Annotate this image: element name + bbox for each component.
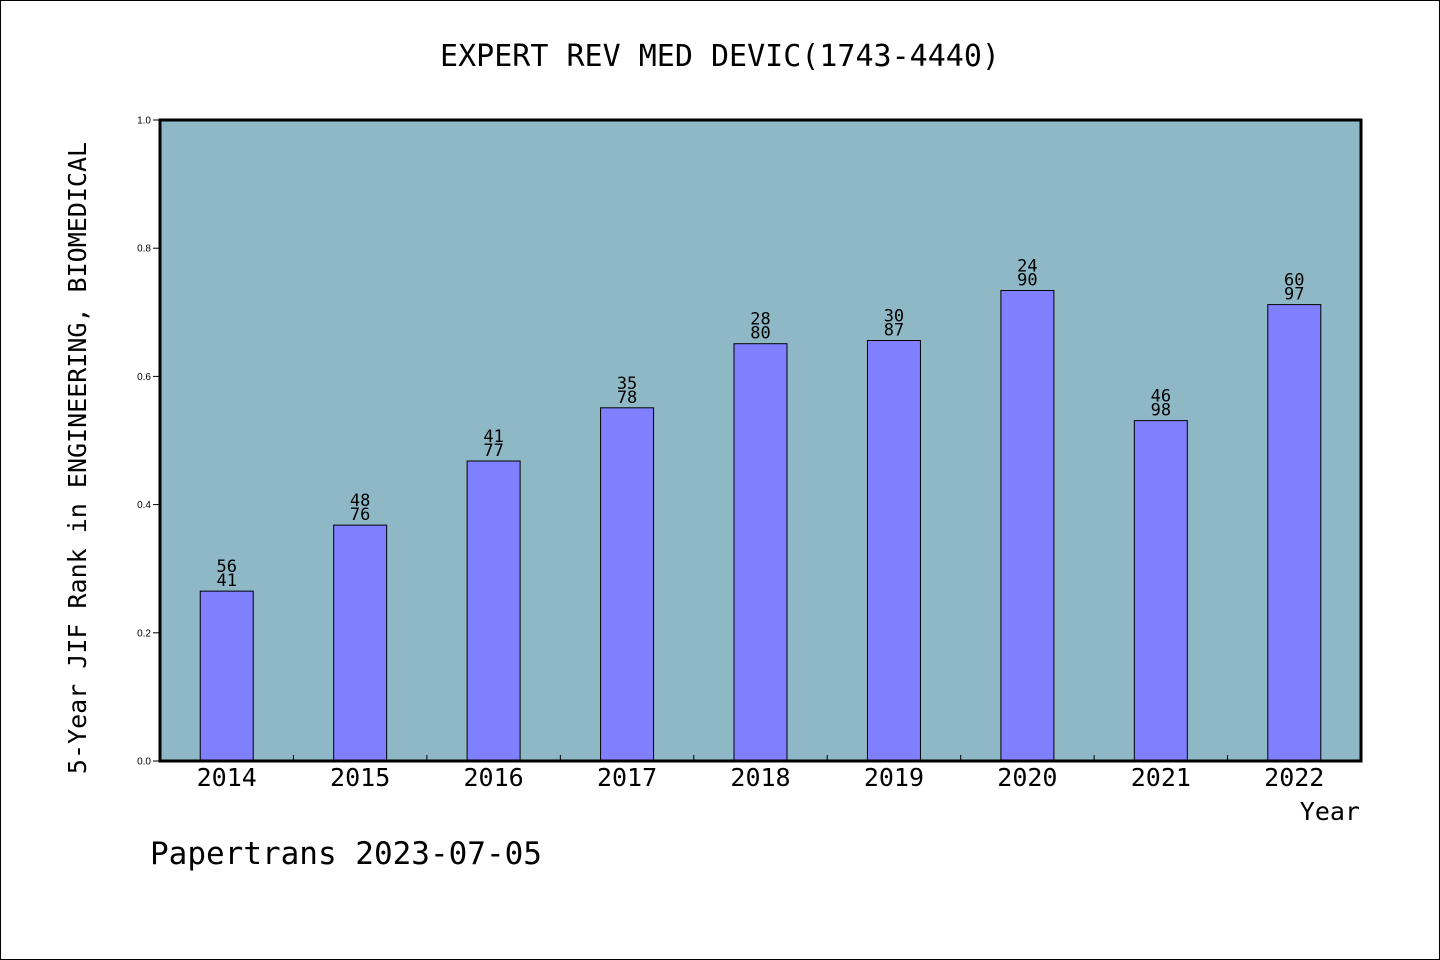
x-tick-label: 2014 [197,763,257,792]
bar-label-rank: 28 [750,310,770,330]
y-axis-label: 5-Year JIF Rank in ENGINEERING, BIOMEDIC… [63,142,92,774]
bar [1267,304,1322,762]
x-tick-label: 2021 [1131,763,1191,792]
x-tick-label: 2022 [1264,763,1324,792]
x-tick-label: 2015 [330,763,390,792]
plot-border [158,118,1363,763]
x-tick-label: 2019 [864,763,924,792]
bar-label-total: 97 [1284,285,1304,305]
bar-label-total: 78 [617,388,637,408]
x-tick-label: 2017 [597,763,657,792]
y-tick-label: 0.8 [137,244,151,255]
y-tick-label: 1.0 [137,116,151,127]
x-tick-label: 2020 [997,763,1057,792]
y-axis-ticks: 0.0 0.2 0.4 0.6 0.8 1.0 [137,116,160,768]
bar-label-rank: 60 [1284,271,1304,291]
x-axis-ticks: 2014 2015 2016 2017 2018 2019 2020 2021 2022 [197,755,1324,792]
bar-label-total: 41 [216,571,236,591]
bar-label-rank: 46 [1151,387,1171,407]
bar-label-total: 98 [1151,401,1171,421]
bar-label-rank: 41 [483,427,503,447]
y-tick-label: 0.2 [137,628,151,639]
bar-label-total: 90 [1017,271,1037,291]
bar [600,407,655,762]
bars [199,290,1322,762]
bar-label-rank: 48 [350,491,370,511]
bar-label-rank: 35 [617,374,637,394]
bar [466,460,521,762]
y-tick-label: 0.6 [137,372,151,383]
bar-label-total: 77 [483,441,503,461]
y-tick-label: 0.4 [137,500,151,511]
bar [199,590,254,762]
chart-title: EXPERT REV MED DEVIC(1743-4440) [440,39,1000,74]
bar-label-rank: 30 [884,307,904,327]
x-tick-label: 2018 [730,763,790,792]
bar-label-rank: 56 [216,557,236,577]
x-tick-label: 2016 [464,763,524,792]
bar-label-total: 80 [750,324,770,344]
bar-label-total: 76 [350,505,370,525]
bar [333,524,388,762]
bar-label-rank: 24 [1017,257,1037,277]
bar [866,340,921,762]
bar [733,343,788,762]
y-tick-label: 0.0 [137,757,151,768]
x-axis-label: Year [1300,797,1360,826]
bar [1133,420,1188,762]
bar-label-total: 87 [884,321,904,341]
watermark-text: Papertrans 2023-07-05 [150,836,542,872]
bar [1000,290,1055,762]
